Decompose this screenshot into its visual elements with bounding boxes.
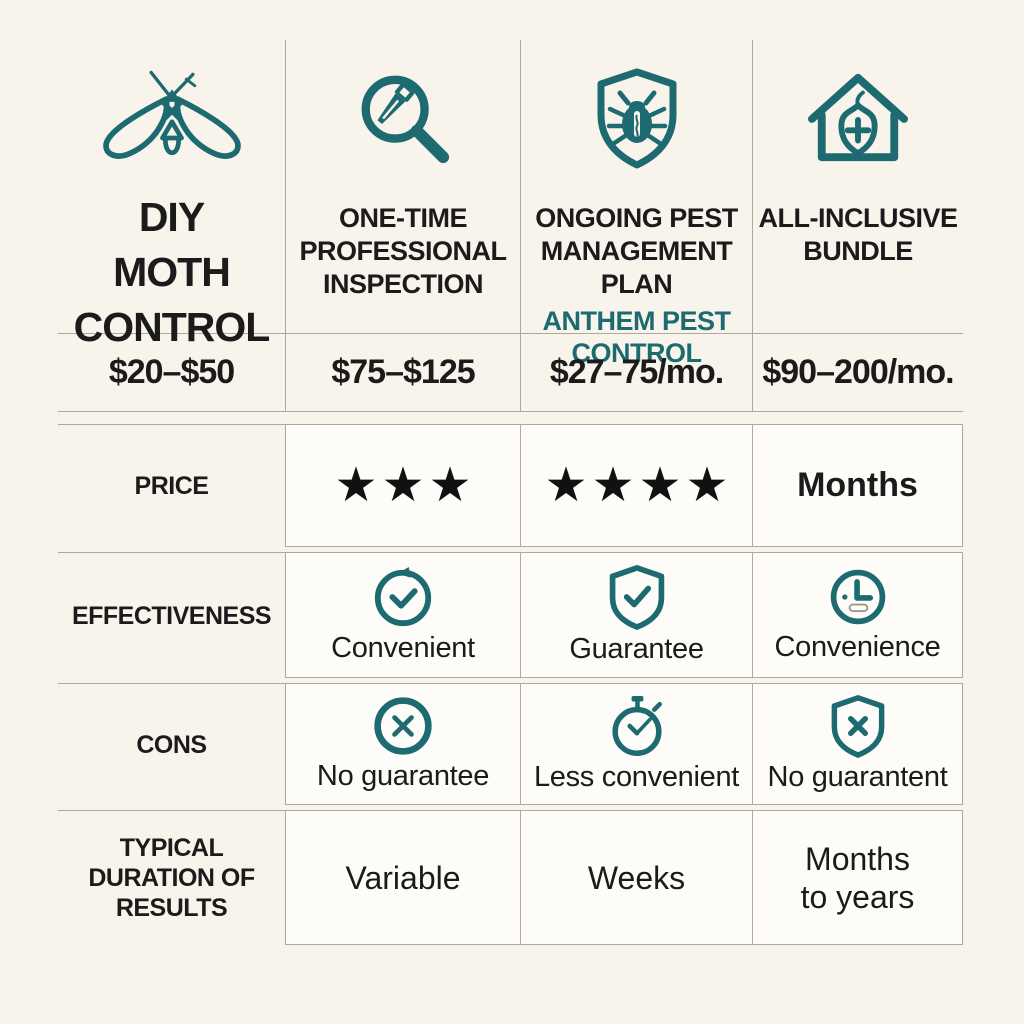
- stopwatch-icon: [607, 694, 667, 758]
- row-label-price: PRICE: [134, 472, 209, 500]
- star-rating-3: ★★★: [334, 458, 476, 512]
- price-diy: $20–$50: [108, 353, 235, 391]
- row-duration: TYPICAL DURATION OF RESULTS Variable Wee…: [58, 810, 963, 945]
- cell-duration-bundle: Months to years: [752, 811, 963, 945]
- cell-cons-inspection: No guarantee: [285, 684, 520, 805]
- shield-check-icon: [606, 564, 668, 630]
- price-ongoing: $27–75/mo.: [520, 334, 752, 411]
- cell-price-ongoing: ★★★★: [520, 425, 752, 547]
- cell-cons-ongoing: Less convenient: [520, 684, 752, 805]
- moth-icon: [96, 58, 248, 180]
- cell-effectiveness-ongoing: Guarantee: [520, 553, 752, 678]
- circle-x-icon: [372, 695, 434, 757]
- column-header-ongoing-plan: ONGOING PEST MANAGEMENT PLAN ANTHEM PEST…: [520, 40, 752, 369]
- clock-refresh-icon: [371, 565, 435, 629]
- column-subtitle-anthem: ANTHEM PEST CONTROL: [542, 306, 731, 368]
- shield-bug-icon: [591, 58, 683, 180]
- cell-duration-inspection: Variable: [285, 811, 520, 945]
- row-label-effectiveness: EFFECTIVENESS: [71, 601, 272, 630]
- comparison-table: DIY MOTH CONTROL: [58, 40, 963, 945]
- column-header-inspection: ONE-TIME PROFESSIONAL INSPECTION: [285, 40, 520, 369]
- column-title: ALL-INCLUSIVE BUNDLE: [758, 203, 959, 266]
- shield-x-icon: [828, 694, 888, 758]
- cell-price-inspection: ★★★: [285, 425, 520, 547]
- column-title: ONGOING PEST MANAGEMENT PLAN: [535, 203, 738, 299]
- star-rating-4: ★★★★: [544, 458, 733, 512]
- row-label-cons: CONS: [136, 730, 207, 759]
- row-cons: CONS No guarantee: [58, 683, 963, 805]
- row-price-rating: PRICE ★★★ ★★★★ Months: [58, 424, 963, 547]
- price-inspection: $75–$125: [285, 334, 520, 411]
- header-row: DIY MOTH CONTROL: [58, 40, 963, 369]
- column-title: DIY MOTH CONTROL: [73, 194, 271, 350]
- cell-cons-bundle: No guarantent: [752, 684, 963, 805]
- magnifier-flashlight-icon: [354, 58, 452, 180]
- column-header-diy: DIY MOTH CONTROL: [58, 40, 285, 369]
- house-shield-cross-icon: [803, 58, 913, 180]
- column-title: ONE-TIME PROFESSIONAL INSPECTION: [299, 203, 507, 299]
- cell-effectiveness-bundle: Convenience: [752, 553, 963, 678]
- cell-duration-ongoing: Weeks: [520, 811, 752, 945]
- clock-icon: [827, 566, 889, 628]
- cell-effectiveness-inspection: Convenient: [285, 553, 520, 678]
- price-bundle: $90–200/mo.: [752, 334, 963, 411]
- price-range-row: $20–$50 $75–$125 $27–75/mo. $90–200/mo.: [58, 333, 963, 412]
- column-header-bundle: ALL-INCLUSIVE BUNDLE: [752, 40, 963, 369]
- row-label-duration: TYPICAL DURATION OF RESULTS: [88, 834, 255, 922]
- cell-price-bundle: Months: [752, 425, 963, 547]
- row-effectiveness: EFFECTIVENESS Convenient: [58, 552, 963, 678]
